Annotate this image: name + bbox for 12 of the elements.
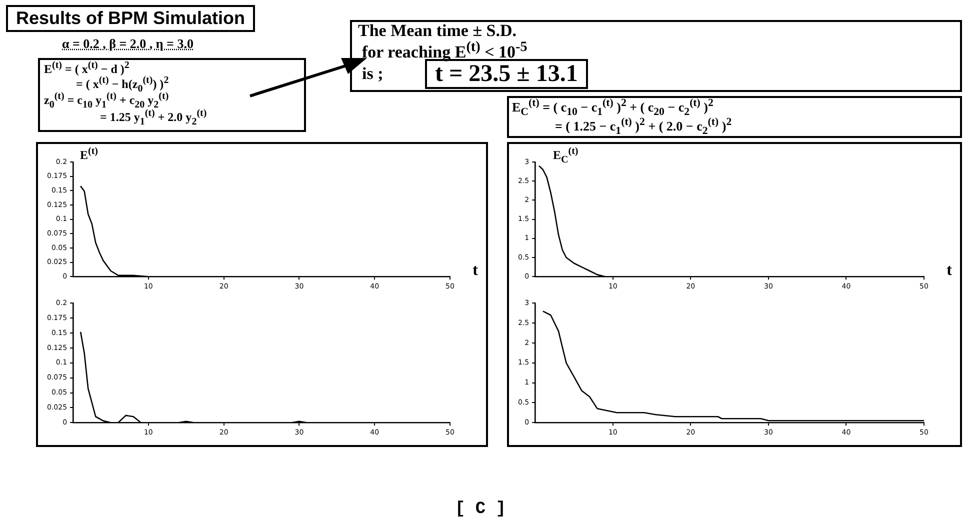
text: t = 23.5 ± 13.1: [425, 59, 588, 89]
text: = ( 1.25 − c$_{1}$$^{(t)}$ )$^{2}$ + ( 2.0 − c$_{2}$$^{(t)}$ )$^{2}$: [555, 116, 732, 137]
x-axis-title: t: [472, 262, 478, 280]
chart-title: Results of BPM Simulation: [6, 5, 256, 32]
text: The Mean time ± S.D.: [358, 21, 517, 41]
text: E$_{C}$$^{(t)}$ = ( c$_{10}$ − c$_{1}$$^{(t)}$ )$^{2}$ + ( c$_{20}$ − c$_{2}$$^{(t)}$ )$^{2}$: [512, 97, 714, 118]
text: E$^{(t)}$ = ( x$^{(t)}$ − d )$^{2}$: [44, 60, 130, 76]
x-axis-title: t: [946, 262, 952, 280]
text: α = 0.2 , β = 2.0 , η = 3.0: [62, 36, 194, 52]
text: is ;: [362, 64, 384, 84]
text: [ C ]: [455, 500, 506, 519]
y-axis-title: E$^{(t)}$: [80, 146, 98, 163]
